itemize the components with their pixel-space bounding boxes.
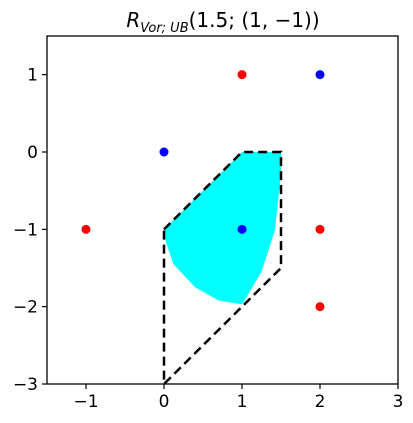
y-tick-label: 1: [27, 66, 38, 86]
y-tick-label: −2: [13, 298, 38, 318]
y-tick-label: −1: [13, 220, 38, 240]
title-subscript: Vor; UB: [140, 21, 188, 36]
red-point: [238, 70, 247, 79]
red-point: [316, 225, 325, 234]
x-tick-label: 0: [159, 392, 170, 412]
red-point: [316, 302, 325, 311]
x-tick-label: 1: [237, 392, 248, 412]
y-tick-label: 0: [27, 143, 38, 163]
x-tick-label: 2: [315, 392, 326, 412]
blue-point: [238, 225, 247, 234]
blue-point: [160, 148, 169, 157]
red-point: [82, 225, 91, 234]
y-tick-label: −3: [13, 375, 38, 395]
title-arguments: (1.5; (1, −1)): [189, 8, 320, 32]
x-tick-label: 3: [393, 392, 404, 412]
blue-point: [316, 70, 325, 79]
x-tick-label: −1: [73, 392, 98, 412]
title-main: R: [126, 8, 140, 32]
